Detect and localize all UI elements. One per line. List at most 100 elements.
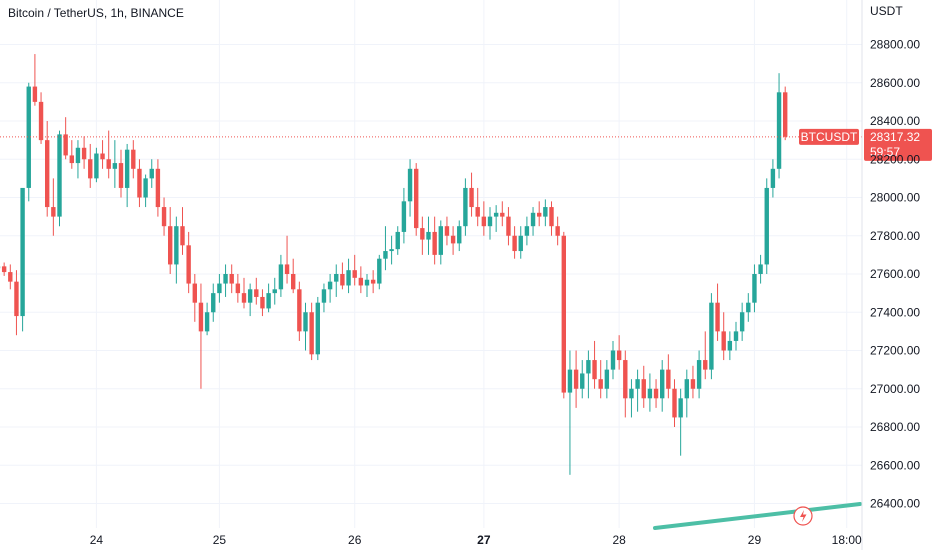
candle (573, 350, 579, 408)
candle-body (327, 281, 333, 290)
candle-body (426, 231, 431, 240)
price-axis[interactable]: USDT 26400.00 26600.00 26800.00 27000.00 2720… (861, 0, 920, 550)
candle-body (63, 134, 68, 156)
candle (580, 360, 585, 399)
candle-body (309, 312, 314, 355)
candle-body (137, 168, 142, 198)
candle (610, 340, 616, 380)
candle-body (672, 388, 677, 418)
candle (161, 197, 167, 236)
x-tick-label: 29 (748, 533, 762, 547)
candle-body (155, 168, 161, 208)
candle (684, 369, 689, 418)
candle (506, 207, 511, 246)
x-tick-label: 18:00 (832, 533, 862, 547)
candle (653, 379, 659, 408)
candle (389, 235, 394, 265)
candle (340, 262, 345, 290)
candle-body (204, 312, 210, 332)
candle-body (124, 149, 130, 188)
candle-body (770, 168, 776, 188)
candle (561, 231, 566, 399)
candle-body (26, 86, 31, 188)
candle-body (88, 159, 93, 179)
candle (672, 379, 677, 427)
candle-body (14, 281, 19, 317)
candle-body (524, 226, 530, 236)
candle-body (463, 187, 468, 227)
candle-body (684, 379, 689, 399)
candle (278, 254, 284, 297)
alert-icon[interactable] (793, 506, 813, 526)
candle-body (580, 373, 585, 389)
candle (303, 302, 308, 351)
candle (370, 270, 376, 294)
candle-body (660, 369, 665, 399)
candle (223, 264, 228, 297)
candle-body (764, 187, 769, 265)
y-tick-label: 27600.00 (870, 267, 920, 281)
candle (549, 201, 554, 236)
y-tick-label: 27800.00 (870, 229, 920, 243)
candle (149, 159, 154, 188)
candle (180, 207, 185, 255)
candle (377, 254, 382, 290)
y-tick-label: 27400.00 (870, 305, 920, 319)
candles[interactable] (0, 54, 788, 475)
candle-body (192, 283, 197, 303)
candle-body (352, 270, 357, 278)
symbol-tag (799, 128, 859, 145)
candle (776, 73, 782, 179)
candle-body (284, 264, 290, 274)
candle (137, 159, 142, 208)
candle (432, 216, 437, 265)
candle (131, 140, 136, 179)
candle (364, 274, 370, 297)
candle-body (493, 212, 499, 217)
candle (155, 159, 161, 217)
time-axis[interactable]: 24 25 26 27 28 29 18:00 (90, 533, 862, 547)
candle-body (241, 293, 247, 303)
candle (764, 178, 769, 274)
candle (770, 159, 776, 198)
x-tick-label: 25 (213, 533, 227, 547)
candle-body (721, 331, 726, 351)
candle-body (610, 350, 616, 370)
candle (63, 117, 68, 160)
candle-body (118, 163, 124, 188)
x-tick-label: 26 (348, 533, 362, 547)
candle (235, 274, 241, 303)
candle-body (370, 279, 376, 284)
x-tick-label: 24 (90, 533, 104, 547)
candle-body (106, 159, 111, 169)
candle-body (537, 212, 542, 217)
candle (678, 388, 683, 456)
candle (100, 140, 105, 169)
candle (524, 216, 530, 246)
candle (696, 350, 702, 399)
candle-body (260, 296, 265, 309)
candle (567, 350, 573, 475)
candle-body (100, 153, 105, 160)
candle-body (690, 379, 696, 389)
candle-body (45, 140, 50, 208)
candle-body (487, 216, 493, 227)
candle-body (161, 207, 167, 227)
candle (420, 216, 425, 255)
candle (592, 340, 597, 389)
candle-body (635, 379, 640, 389)
candle-body (598, 379, 603, 389)
candle-body (647, 388, 653, 399)
candle (426, 216, 431, 255)
candle-body (475, 207, 480, 217)
candle (272, 277, 277, 305)
candle-body (174, 226, 179, 265)
candle-body (727, 340, 733, 351)
candle-body (334, 274, 339, 282)
candle (186, 231, 191, 294)
x-tick-label: 27 (477, 533, 491, 547)
candle-body (469, 187, 474, 208)
candle-body (1, 266, 7, 273)
candle-body (641, 379, 646, 399)
